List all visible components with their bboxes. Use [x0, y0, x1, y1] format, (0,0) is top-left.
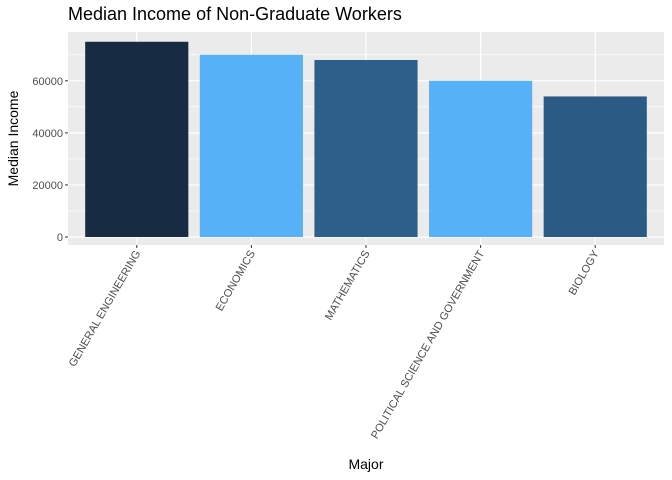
y-tick-label: 0 [57, 232, 63, 244]
chart-title: Median Income of Non-Graduate Workers [68, 4, 402, 24]
y-tick-label: 20000 [32, 180, 63, 192]
bar [85, 41, 189, 238]
x-tick-label: GENERAL ENGINEERING [67, 249, 144, 370]
x-tick-label: POLITICAL SCIENCE AND GOVERNMENT [369, 248, 487, 441]
y-tick-label: 60000 [32, 76, 63, 88]
x-axis: GENERAL ENGINEERING ECONOMICS MATHEMATICSP… [67, 245, 602, 441]
bar [429, 80, 533, 237]
bars [85, 41, 647, 238]
x-tick-label: BIOLOGY [567, 248, 602, 297]
bar [199, 54, 303, 238]
x-tick-label: MATHEMATICS [323, 249, 373, 323]
y-axis: 0 20000 40000 60000 [32, 76, 68, 244]
bar [314, 59, 418, 237]
bar [543, 96, 647, 237]
y-axis-title: Median Income [5, 90, 21, 186]
x-axis-title: Major [348, 456, 383, 472]
x-tick-label: ECONOMICS [214, 249, 258, 314]
y-tick-label: 40000 [32, 128, 63, 140]
